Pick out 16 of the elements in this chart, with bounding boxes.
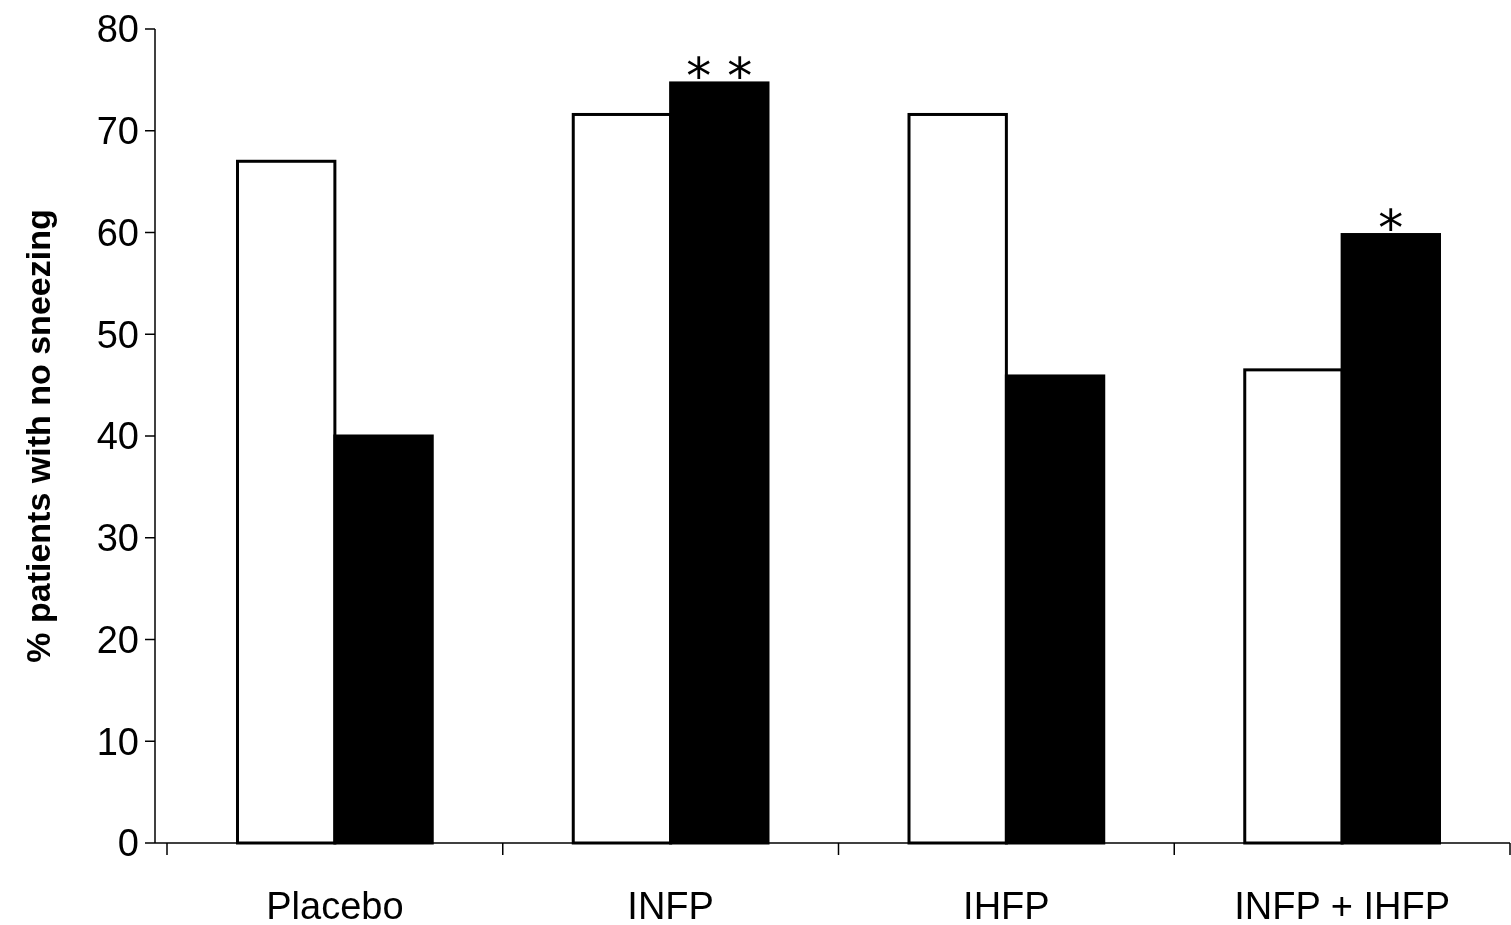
y-tick-label: 20: [96, 618, 139, 661]
y-axis-title: % patients with no sneezing: [19, 209, 57, 663]
annotation: *: [1378, 198, 1404, 257]
x-tick-label: Placebo: [266, 885, 404, 925]
y-tick-label: 50: [96, 313, 139, 356]
y-tick-label: 80: [96, 8, 139, 51]
x-tick-label: INFP: [627, 885, 714, 925]
y-tick-label: 10: [96, 720, 139, 763]
x-tick-label: INFP + IHFP: [1234, 885, 1450, 925]
y-tick-label: 40: [96, 415, 139, 458]
y-tick-label: 30: [96, 517, 139, 560]
y-tick-label: 0: [117, 822, 139, 865]
annotation: * *: [686, 46, 753, 105]
x-tick-label: IHFP: [963, 885, 1050, 925]
y-tick-label: 70: [96, 110, 139, 153]
y-tick-label: 60: [96, 211, 139, 254]
